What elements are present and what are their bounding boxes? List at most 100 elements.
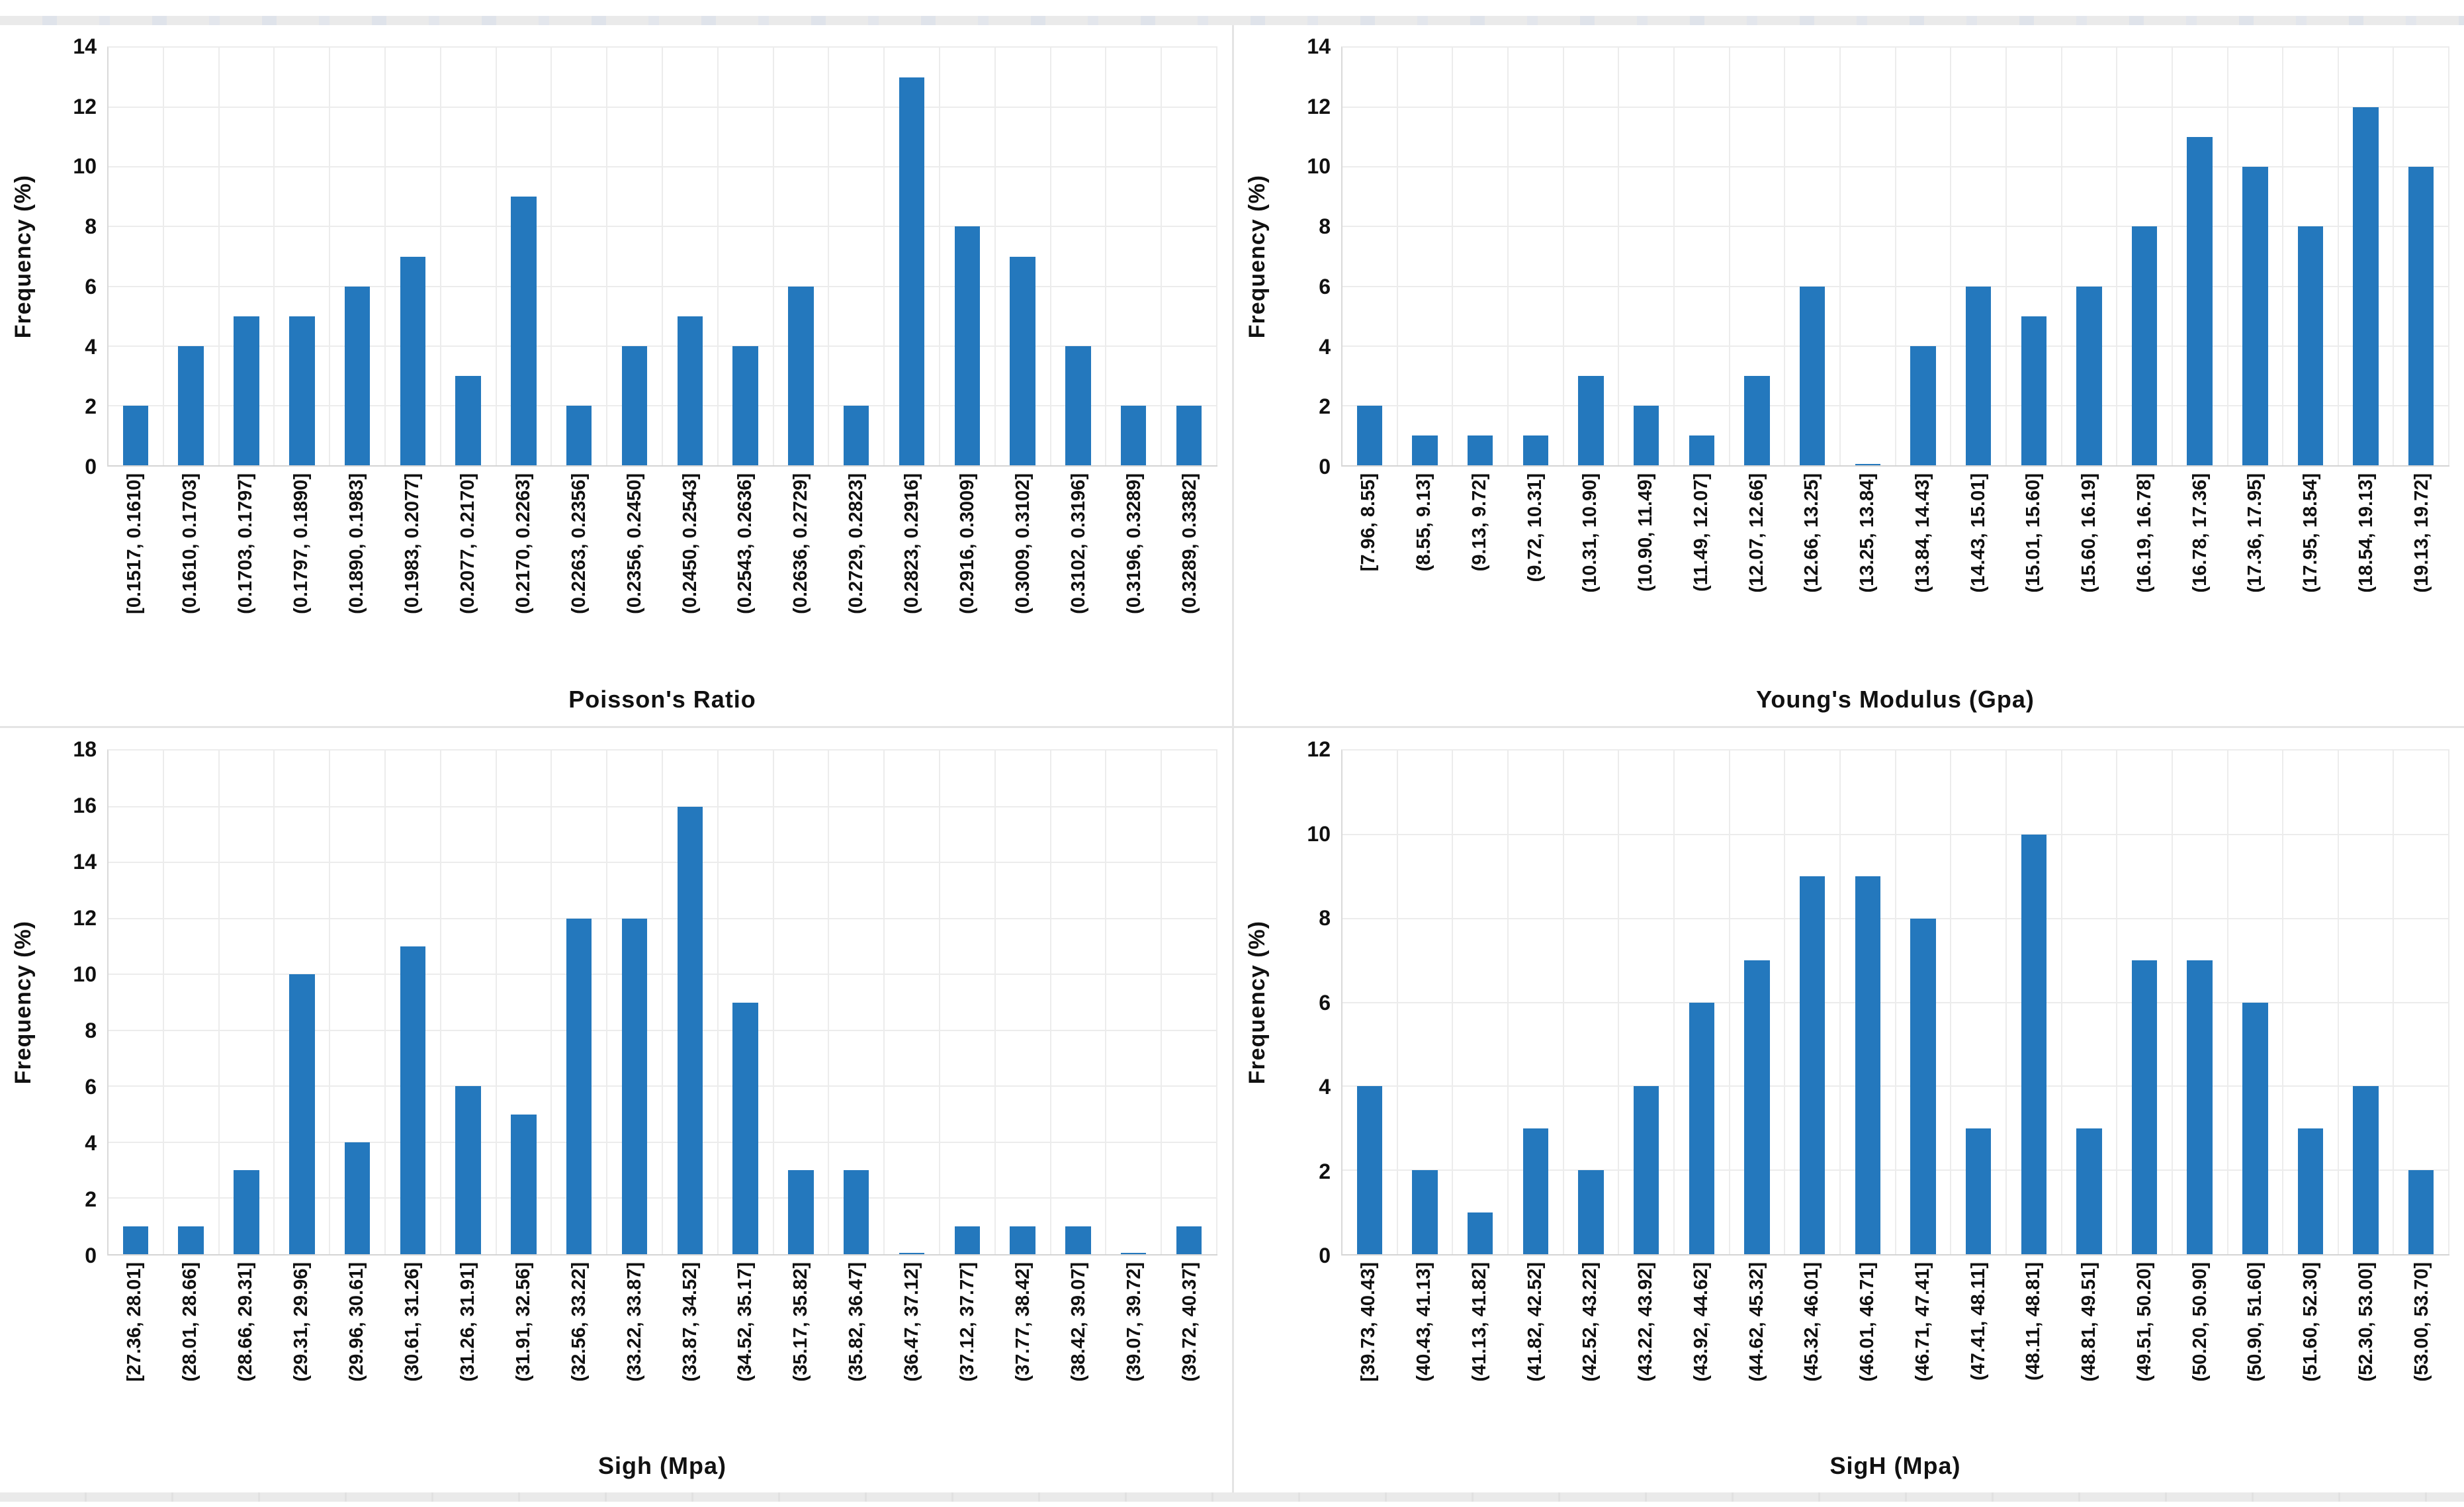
x-tick-cell: [0.1517, 0.1610] [107, 467, 163, 673]
x-tick-label: (35.82, 36.47] [846, 1262, 867, 1382]
y-tick-label: 8 [85, 1019, 97, 1042]
bar-column [1896, 48, 1952, 465]
x-tick-label: (0.2636, 0.2729] [790, 473, 812, 614]
x-tick-label: (39.72, 40.37] [1178, 1262, 1200, 1382]
x-axis-title-text: Poisson's Ratio [568, 686, 756, 713]
histogram-bar [732, 345, 758, 465]
x-tick-label: [0.1517, 0.1610] [124, 473, 146, 614]
histogram-bar [400, 946, 426, 1254]
x-tick-label: (48.11, 48.81] [2023, 1262, 2045, 1381]
x-tick-label: (49.51, 50.20] [2133, 1262, 2155, 1382]
y-tick-label: 0 [1319, 1244, 1331, 1267]
x-tick-label: (42.52, 43.22] [1579, 1262, 1601, 1382]
x-tick-cell: (42.52, 43.22] [1563, 1256, 1618, 1439]
x-tick-label: (32.56, 33.22] [568, 1262, 590, 1382]
bar-column [1951, 48, 2007, 465]
y-tick-label: 6 [1319, 274, 1331, 298]
x-axis-tick-labels: [0.1517, 0.1610] (0.1610, 0.1703] (0.1703,… [107, 467, 1217, 673]
bar-column [441, 48, 497, 465]
chart-panel-sig-h[interactable]: Frequency (%) 0 2 4 6 8 10 12 [39.73, 40.43] (4… [1232, 726, 2464, 1492]
x-tick-label: (52.30, 53.00] [2355, 1262, 2377, 1382]
x-tick-label: (41.13, 41.82] [1468, 1262, 1490, 1382]
bar-column [1841, 751, 1896, 1254]
x-tick-cell: (0.1797, 0.1890] [274, 467, 330, 673]
x-tick-cell: (0.2170, 0.2263] [496, 467, 551, 673]
x-tick-cell: (50.90, 51.60] [2228, 1256, 2283, 1439]
bar-column [774, 751, 830, 1254]
y-axis-tick-labels: 0 2 4 6 8 10 12 14 [1280, 36, 1341, 477]
x-tick-cell: (41.82, 42.52] [1507, 1256, 1563, 1439]
bar-column [885, 48, 940, 465]
x-tick-cell: (0.1703, 0.1797] [218, 467, 274, 673]
x-tick-cell: [7.96, 8.55] [1341, 467, 1397, 673]
x-tick-cell: (0.2729, 0.2823] [829, 467, 885, 673]
x-tick-label: (34.52, 35.17] [734, 1262, 756, 1382]
x-tick-cell: (0.3196, 0.3289] [1106, 467, 1162, 673]
histogram-bar [1121, 405, 1147, 465]
x-tick-cell: (36.47, 37.12] [885, 1256, 940, 1439]
x-tick-label: (0.1797, 0.1890] [290, 473, 312, 614]
x-tick-label: (51.60, 52.30] [2300, 1262, 2322, 1382]
bar-column [1453, 48, 1509, 465]
x-tick-label: (46.71, 47.41] [1912, 1262, 1933, 1382]
histogram-bar [621, 918, 648, 1254]
histogram-bar [1065, 345, 1091, 465]
bar-column [1453, 751, 1509, 1254]
y-axis-title: Frequency (%) [1234, 749, 1280, 1256]
x-tick-label: (37.77, 38.42] [1012, 1262, 1034, 1382]
x-tick-cell: (34.52, 35.17] [718, 1256, 773, 1439]
bar-column [2394, 48, 2450, 465]
horizontal-gridline [109, 1141, 1217, 1143]
horizontal-gridline [109, 1197, 1217, 1199]
histogram-bar [178, 345, 204, 465]
bar-column [1509, 48, 1564, 465]
bar-column [2062, 48, 2118, 465]
x-tick-cell: (0.2450, 0.2543] [662, 467, 718, 673]
bar-column [996, 48, 1051, 465]
bar-column [1730, 751, 1786, 1254]
horizontal-gridline [109, 1085, 1217, 1087]
y-tick-label: 10 [1307, 821, 1331, 846]
histogram-bar [2297, 1128, 2324, 1254]
histogram-bar [788, 286, 814, 465]
horizontal-gridline [109, 107, 1217, 109]
histogram-bar [455, 1086, 481, 1254]
x-tick-cell: (39.72, 40.37] [1162, 1256, 1217, 1439]
y-tick-label: 6 [85, 274, 97, 298]
bar-column [2062, 751, 2118, 1254]
chart-panel-poissons-ratio[interactable]: Frequency (%) 0 2 4 6 8 10 12 14 [0.1517, 0.161… [0, 25, 1232, 726]
x-tick-cell: (0.2356, 0.2450] [607, 467, 662, 673]
x-tick-label: (50.90, 51.60] [2244, 1262, 2266, 1382]
y-tick-label: 10 [1307, 154, 1331, 179]
x-tick-label: (48.81, 49.51] [2078, 1262, 2100, 1382]
x-tick-label: (18.54, 19.13] [2355, 473, 2377, 593]
histogram-bar [2021, 316, 2046, 465]
bar-column [1398, 751, 1454, 1254]
bar-column [1398, 48, 1454, 465]
histogram-bar [899, 77, 925, 465]
y-tick-label: 18 [73, 737, 97, 761]
x-tick-cell: (12.07, 12.66] [1729, 467, 1784, 673]
histogram-bar [2408, 167, 2434, 465]
x-tick-label: (31.26, 31.91] [457, 1262, 478, 1382]
histogram-bar [566, 918, 592, 1254]
bar-column [1342, 751, 1398, 1254]
y-tick-label: 10 [73, 962, 97, 986]
histogram-bar [1065, 1226, 1091, 1254]
bar-column [607, 48, 663, 465]
x-tick-label: (35.17, 35.82] [790, 1262, 812, 1382]
histogram-bar [1855, 876, 1880, 1254]
y-tick-label: 0 [85, 455, 97, 479]
histogram-bar [1522, 1128, 1548, 1254]
chart-panel-sigh[interactable]: Frequency (%) 0 2 4 6 8 10 12 14 16 18 [27.36, 28… [0, 726, 1232, 1492]
x-tick-label: (33.87, 34.52] [679, 1262, 701, 1382]
y-tick-label: 8 [1319, 906, 1331, 930]
x-tick-cell: (0.2823, 0.2916] [885, 467, 940, 673]
x-tick-cell: (17.36, 17.95] [2228, 467, 2283, 673]
x-tick-cell: (50.20, 50.90] [2172, 1256, 2228, 1439]
x-axis-tick-labels: [7.96, 8.55] (8.55, 9.13] (9.13, 9.72] (9.7… [1341, 467, 2449, 673]
x-tick-label: (10.90, 11.49] [1635, 473, 1657, 592]
chart-panel-youngs-modulus[interactable]: Frequency (%) 0 2 4 6 8 10 12 14 [7.96, 8.55] (8… [1232, 25, 2464, 726]
x-tick-label: (9.72, 10.31] [1524, 473, 1546, 582]
y-axis-tick-labels: 0 2 4 6 8 10 12 14 [46, 36, 107, 477]
